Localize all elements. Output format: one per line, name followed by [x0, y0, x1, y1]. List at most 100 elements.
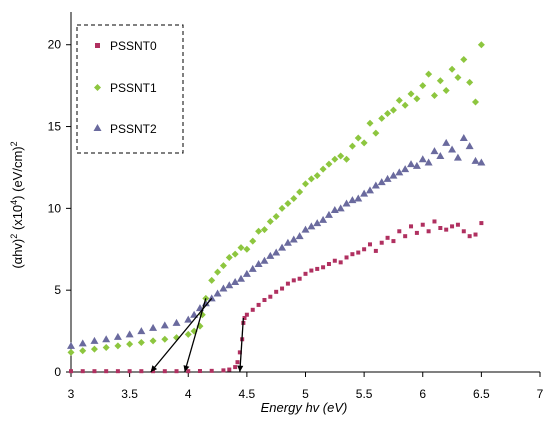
- data-point: [420, 222, 425, 227]
- data-point: [313, 172, 321, 180]
- data-point: [209, 368, 214, 373]
- data-point: [442, 138, 451, 146]
- data-point: [172, 318, 181, 326]
- data-point: [237, 244, 245, 252]
- data-point: [231, 278, 240, 285]
- data-point: [365, 186, 374, 194]
- data-point: [214, 268, 222, 276]
- legend-marker-triangle: [93, 124, 102, 131]
- data-point: [303, 271, 308, 276]
- data-point: [249, 237, 257, 245]
- legend-marker-square: [95, 43, 100, 48]
- data-point: [461, 229, 466, 234]
- data-point: [90, 345, 98, 353]
- data-point: [102, 335, 111, 343]
- data-point: [301, 225, 310, 233]
- data-point: [237, 350, 242, 355]
- data-point: [149, 323, 158, 331]
- data-point: [360, 189, 369, 197]
- data-point: [278, 243, 287, 251]
- data-point: [242, 316, 247, 320]
- data-point: [330, 206, 339, 213]
- data-point: [412, 161, 421, 169]
- data-point: [407, 160, 416, 168]
- x-tick-label: 7: [537, 387, 544, 401]
- data-point: [442, 87, 450, 95]
- arrowhead: [237, 365, 244, 372]
- data-point: [319, 165, 327, 173]
- data-point: [174, 369, 179, 374]
- y-axis-title: (αhv)2 (x104) (eV/cm)2: [9, 141, 25, 268]
- data-point: [395, 96, 403, 104]
- data-point: [266, 251, 275, 259]
- axes: 3 3.5 4 4.5 5 5.5 6 6.5 7 0 5 10 15 20: [48, 12, 544, 401]
- data-point: [331, 155, 339, 163]
- data-point: [325, 160, 333, 168]
- data-point: [384, 109, 392, 117]
- legend-label: PSSNT1: [110, 81, 157, 95]
- x-tick-label: 5.5: [356, 387, 373, 401]
- data-point: [348, 196, 357, 204]
- x-tick-label: 3: [68, 387, 75, 401]
- data-point: [372, 129, 380, 137]
- data-point: [350, 252, 355, 257]
- data-point: [438, 226, 443, 230]
- data-point: [448, 65, 456, 73]
- data-point: [453, 153, 462, 161]
- data-point: [260, 256, 269, 264]
- legend-label: PSSNT2: [110, 122, 157, 136]
- data-point: [354, 194, 363, 202]
- data-point: [448, 145, 457, 153]
- data-point: [67, 341, 75, 349]
- data-point: [219, 284, 228, 292]
- data-point: [242, 269, 251, 277]
- data-point: [114, 342, 122, 350]
- data-point: [367, 242, 372, 247]
- legend-box: [76, 24, 184, 154]
- data-point: [125, 330, 134, 338]
- y-tick-label: 20: [48, 38, 62, 52]
- data-point: [401, 165, 410, 173]
- data-point: [272, 248, 281, 256]
- data-point: [338, 260, 343, 265]
- data-point: [354, 134, 362, 142]
- data-point: [67, 348, 75, 356]
- data-point: [389, 171, 398, 179]
- data-point: [371, 181, 380, 189]
- data-point: [151, 369, 156, 374]
- data-point: [479, 221, 484, 226]
- x-ticks: 3 3.5 4 4.5 5 5.5 6 6.5 7: [68, 372, 544, 401]
- data-point: [243, 245, 251, 253]
- data-point: [250, 307, 255, 312]
- data-point: [459, 134, 468, 141]
- data-point: [160, 321, 169, 329]
- data-point: [307, 175, 315, 183]
- data-point: [80, 369, 85, 374]
- data-point: [278, 204, 286, 212]
- data-point: [248, 264, 257, 272]
- data-point: [126, 340, 134, 348]
- data-point: [184, 330, 192, 338]
- y-tick-label: 5: [54, 283, 61, 297]
- data-point: [425, 70, 433, 78]
- data-point: [190, 310, 199, 318]
- data-point: [127, 369, 132, 374]
- data-point: [426, 229, 431, 234]
- data-point: [90, 336, 99, 344]
- data-point: [256, 302, 261, 307]
- data-point: [319, 215, 328, 223]
- x-tick-label: 6: [419, 387, 426, 401]
- data-point: [477, 158, 486, 166]
- data-point: [290, 195, 298, 203]
- tangent-segment: [239, 317, 245, 373]
- data-point: [79, 347, 87, 355]
- data-point: [186, 369, 191, 374]
- data-point: [137, 327, 146, 335]
- data-point: [424, 158, 433, 166]
- data-point: [332, 258, 337, 263]
- data-point: [113, 332, 122, 340]
- data-point: [403, 234, 408, 239]
- data-point: [161, 335, 169, 343]
- data-point: [430, 147, 439, 155]
